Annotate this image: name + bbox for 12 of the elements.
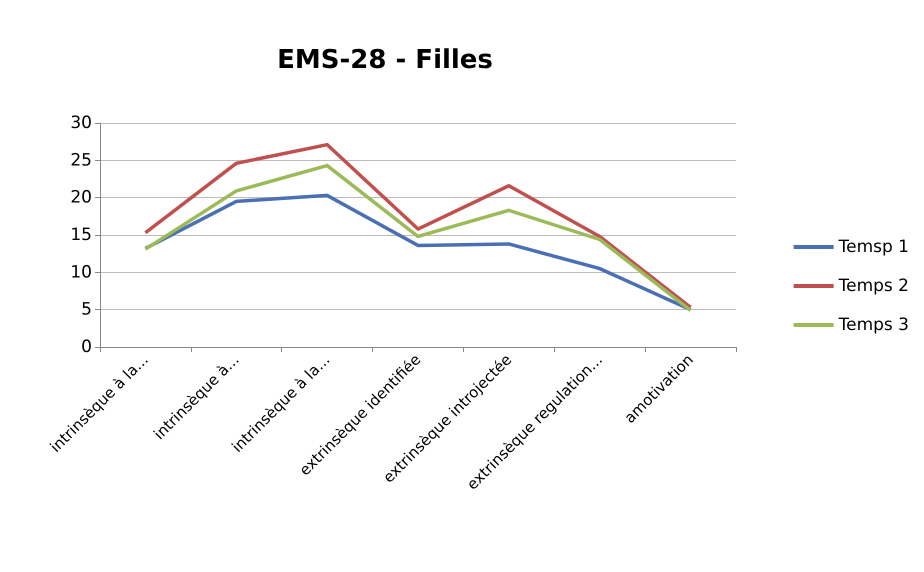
legend-label: Temsp 1	[838, 237, 910, 257]
chart-title: EMS-28 - Filles	[277, 45, 493, 75]
legend-label: Temps 3	[838, 315, 910, 335]
y-tick-label: 20	[70, 188, 92, 208]
y-tick-label: 0	[81, 337, 92, 357]
legend-label: Temps 2	[838, 276, 910, 296]
y-tick-label: 5	[81, 300, 92, 320]
y-tick-label: 15	[70, 225, 92, 245]
y-tick-label: 10	[70, 262, 92, 282]
y-tick-label: 25	[70, 150, 92, 170]
line-series	[144, 194, 692, 312]
y-tick-label: 30	[70, 113, 92, 133]
